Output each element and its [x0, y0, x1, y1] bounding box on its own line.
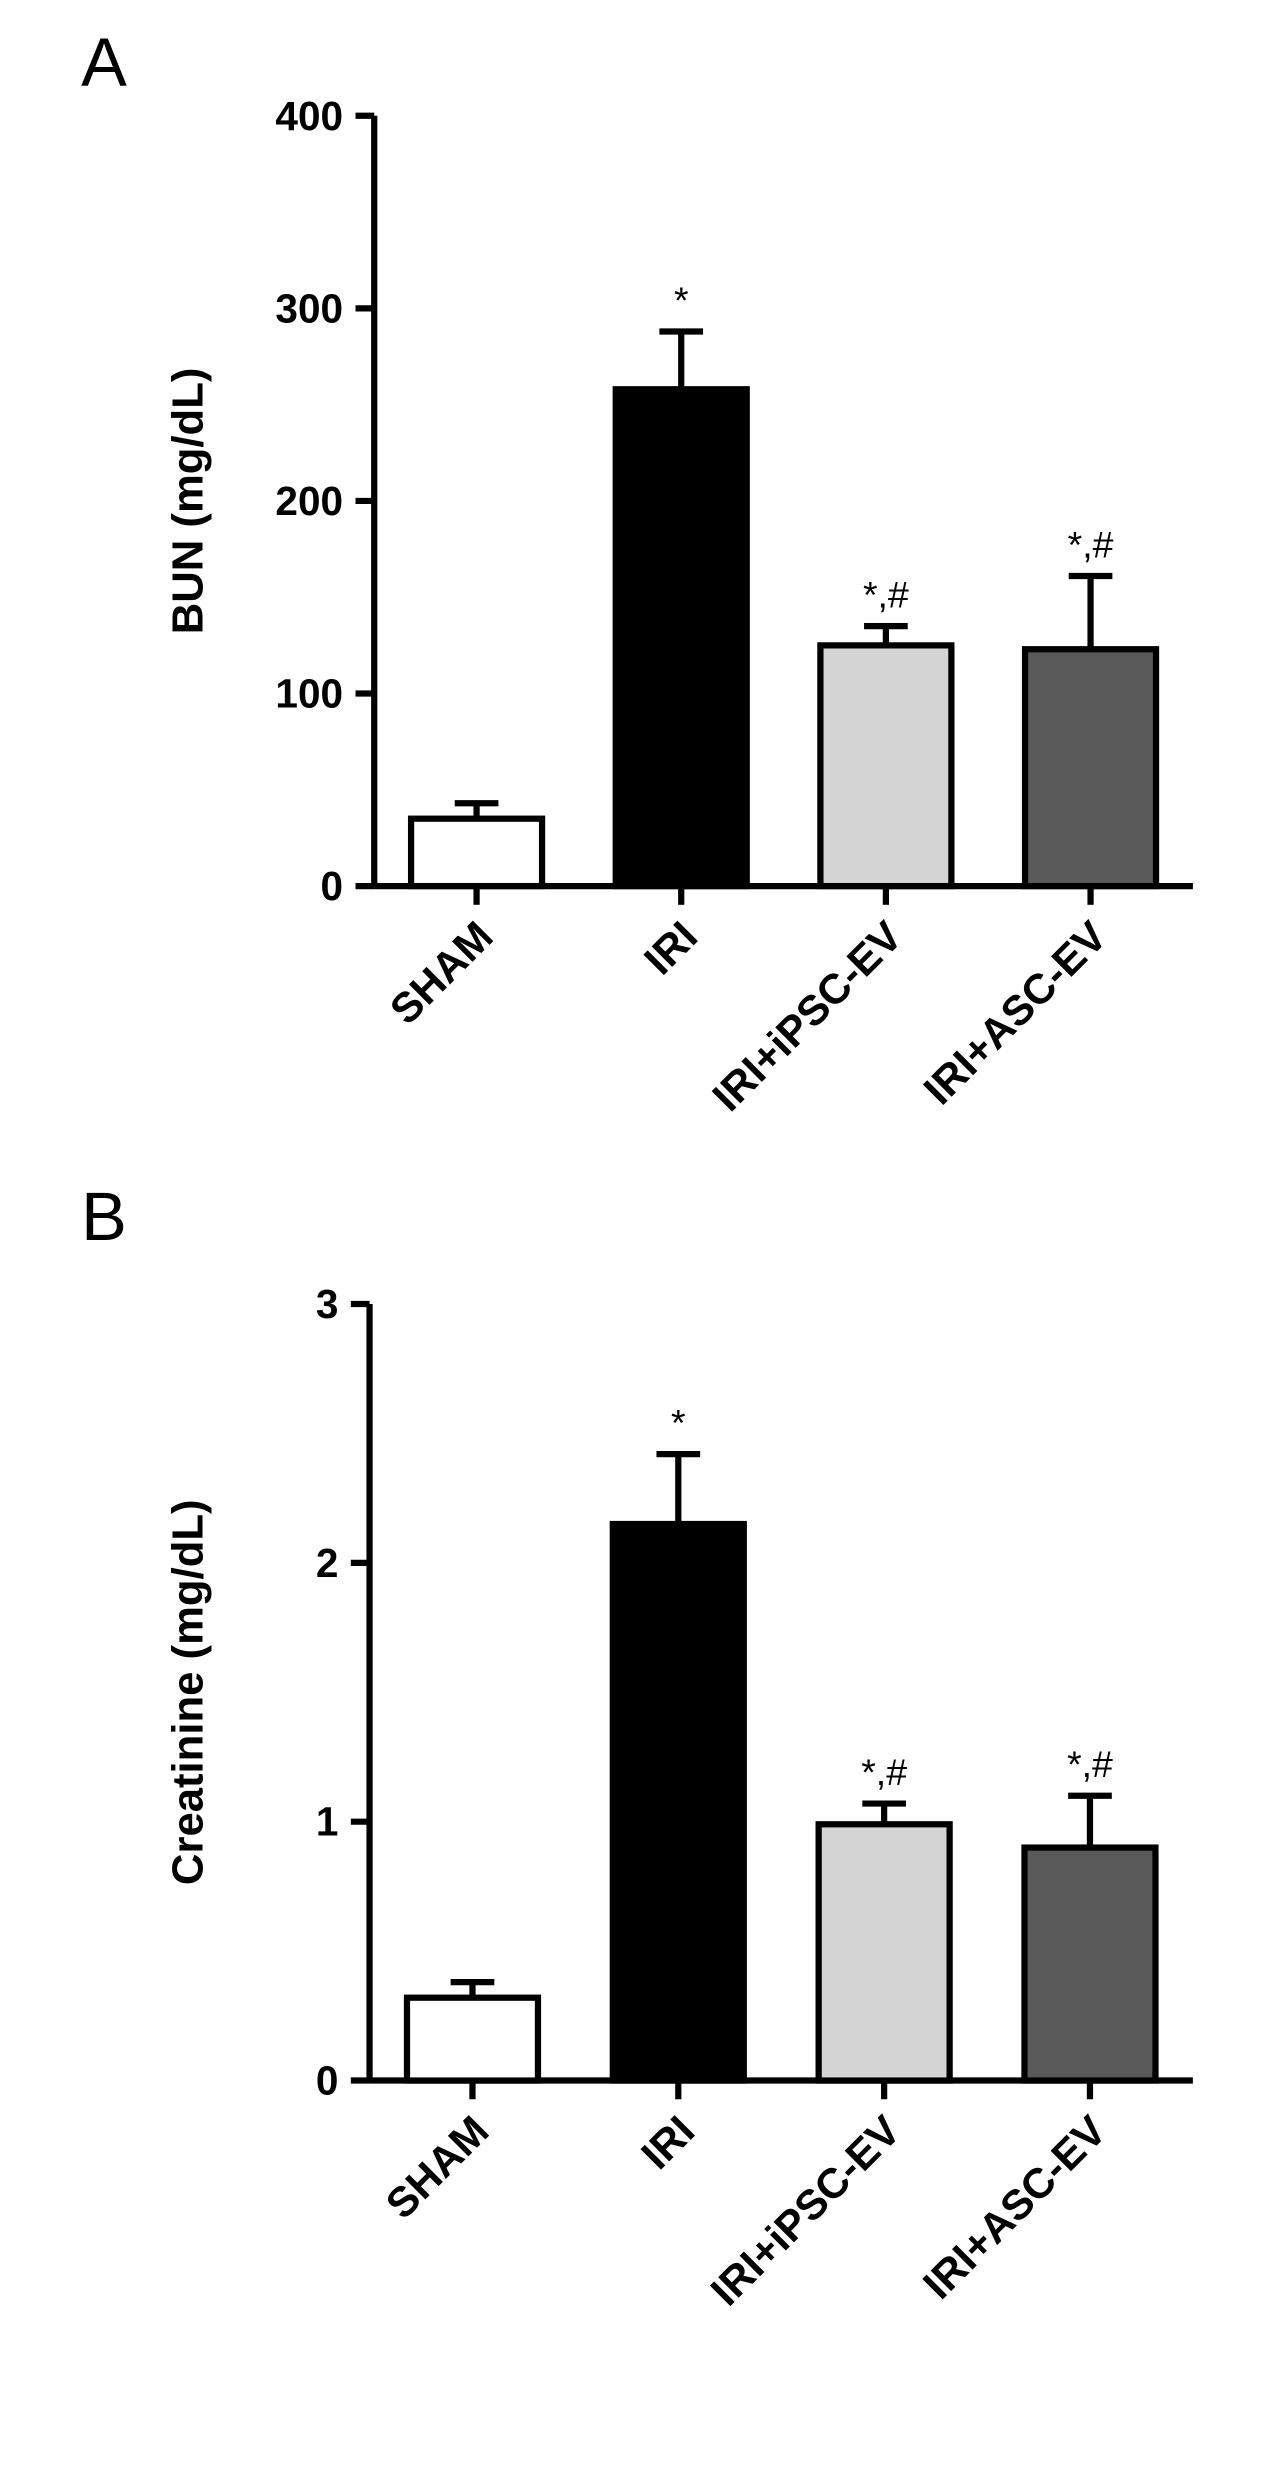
y-tick-label: 3 [316, 1281, 339, 1327]
y-tick-label: 400 [275, 93, 343, 139]
y-tick-label: 0 [316, 2058, 339, 2104]
bar [1021, 646, 1160, 890]
bar [1021, 1844, 1159, 2084]
annotation: *,# [863, 573, 909, 615]
x-tick-label: IRI+ASC-EV [915, 912, 1116, 1113]
x-tick-label: SHAM [381, 912, 502, 1033]
bar [612, 386, 750, 890]
panel-label: A [81, 24, 127, 101]
annotation: * [674, 279, 689, 321]
x-tick-label: SHAM [377, 2107, 498, 2228]
y-tick-label: 100 [275, 671, 343, 717]
bar [815, 1821, 953, 2084]
annotation: *,# [1067, 1743, 1113, 1785]
x-tick-label: IRI+iPSC-EV [701, 2107, 909, 2315]
annotation: *,# [1068, 523, 1114, 565]
y-tick-label: 200 [275, 478, 343, 524]
x-tick-label: IRI [635, 912, 706, 983]
bar [407, 815, 546, 890]
panel-label: B [81, 1178, 127, 1255]
annotation: * [671, 1401, 686, 1443]
x-tick-label: IRI+iPSC-EV [703, 912, 911, 1120]
bar [403, 1994, 542, 2084]
y-tick-label: 1 [316, 1799, 339, 1845]
bar [609, 1520, 747, 2084]
x-tick-label: IRI [632, 2107, 703, 2178]
bar [817, 642, 955, 890]
y-axis-title: Creatinine (mg/dL) [164, 1499, 213, 1885]
y-tick-label: 0 [321, 863, 344, 909]
x-tick-label: IRI+ASC-EV [914, 2107, 1115, 2308]
annotation: *,# [861, 1751, 907, 1793]
y-axis-title: BUN (mg/dL) [164, 368, 213, 635]
y-tick-label: 300 [275, 285, 343, 331]
y-tick-label: 2 [316, 1540, 339, 1586]
